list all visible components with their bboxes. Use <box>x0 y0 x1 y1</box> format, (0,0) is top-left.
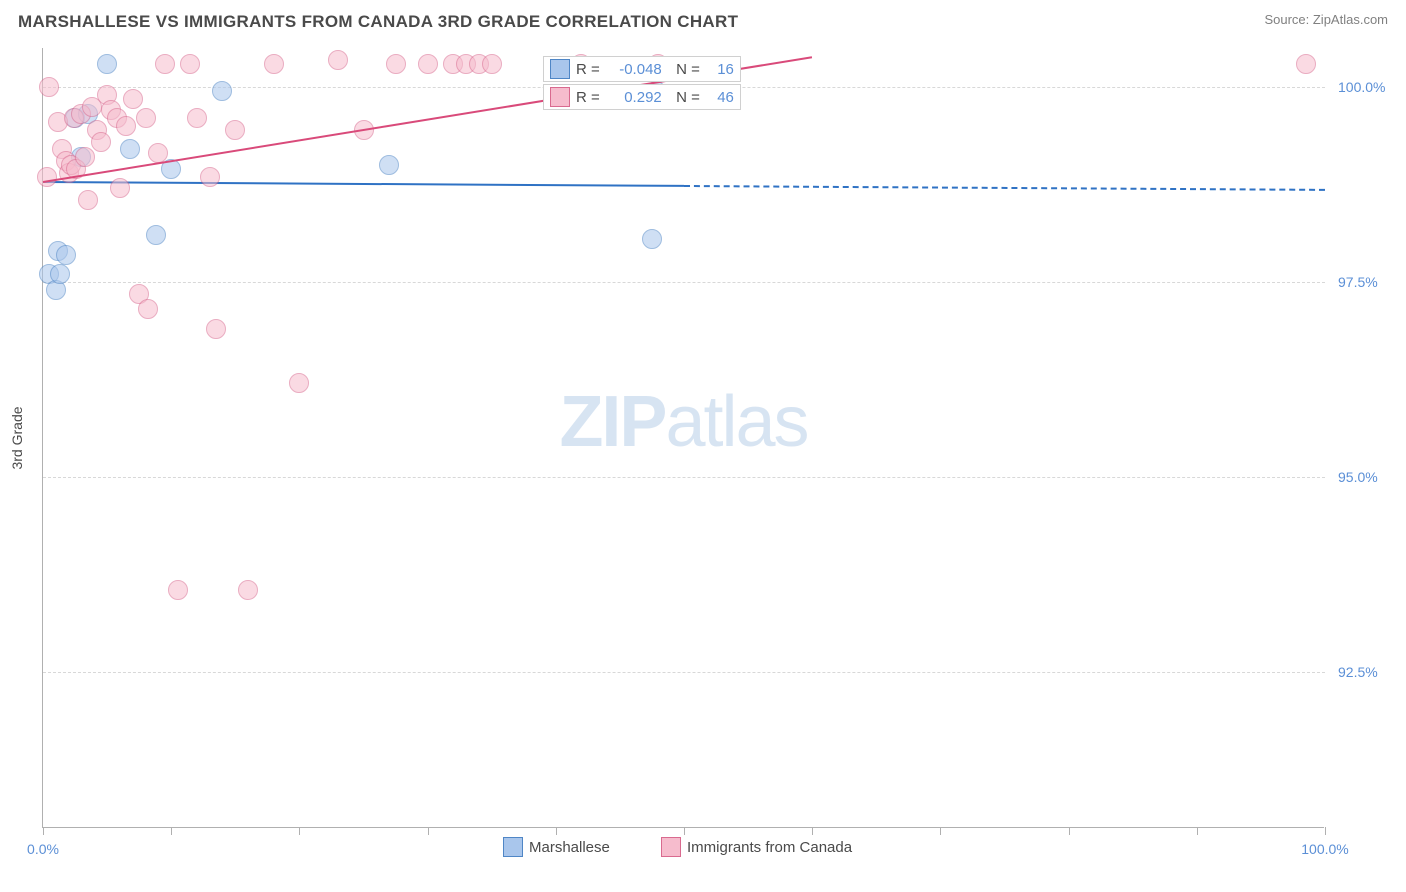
data-point <box>75 147 95 167</box>
legend-swatch <box>503 837 523 857</box>
x-tick <box>1197 827 1198 835</box>
y-tick-label: 100.0% <box>1338 79 1385 95</box>
grid-line <box>43 282 1325 283</box>
legend-n-label: N = <box>668 61 700 78</box>
data-point <box>78 190 98 210</box>
y-tick-label: 95.0% <box>1338 469 1378 485</box>
series-legend-item: Marshallese <box>503 837 610 857</box>
data-point <box>110 178 130 198</box>
chart-container: 3rd Grade ZIPatlas 92.5%95.0%97.5%100.0%… <box>42 48 1387 828</box>
y-tick-label: 92.5% <box>1338 664 1378 680</box>
y-axis-title: 3rd Grade <box>9 406 25 469</box>
x-tick <box>1069 827 1070 835</box>
grid-line <box>43 477 1325 478</box>
x-tick-label: 100.0% <box>1301 841 1348 857</box>
correlation-legend-row: R = 0.292 N = 46 <box>543 84 741 110</box>
correlation-legend-row: R = -0.048 N = 16 <box>543 56 741 82</box>
x-tick-label: 0.0% <box>27 841 59 857</box>
data-point <box>642 229 662 249</box>
data-point <box>155 54 175 74</box>
legend-r-label: R = <box>576 89 600 106</box>
data-point <box>238 580 258 600</box>
data-point <box>200 167 220 187</box>
legend-swatch <box>550 87 570 107</box>
data-point <box>212 81 232 101</box>
data-point <box>1296 54 1316 74</box>
legend-r-label: R = <box>576 61 600 78</box>
data-point <box>123 89 143 109</box>
data-point <box>328 50 348 70</box>
legend-n-value: 16 <box>706 61 734 78</box>
chart-title: MARSHALLESE VS IMMIGRANTS FROM CANADA 3R… <box>18 12 738 32</box>
data-point <box>39 77 59 97</box>
legend-r-value: 0.292 <box>606 89 662 106</box>
legend-r-value: -0.048 <box>606 61 662 78</box>
data-point <box>120 139 140 159</box>
series-label: Marshallese <box>529 839 610 856</box>
x-tick <box>684 827 685 835</box>
data-point <box>289 373 309 393</box>
legend-n-label: N = <box>668 89 700 106</box>
legend-n-value: 46 <box>706 89 734 106</box>
y-tick-label: 97.5% <box>1338 274 1378 290</box>
data-point <box>97 54 117 74</box>
series-legend-item: Immigrants from Canada <box>661 837 852 857</box>
legend-swatch <box>661 837 681 857</box>
data-point <box>225 120 245 140</box>
x-tick <box>1325 827 1326 835</box>
data-point <box>418 54 438 74</box>
x-tick <box>428 827 429 835</box>
plot-area: 3rd Grade ZIPatlas 92.5%95.0%97.5%100.0%… <box>42 48 1324 828</box>
series-label: Immigrants from Canada <box>687 839 852 856</box>
x-tick <box>556 827 557 835</box>
legend-swatch <box>550 59 570 79</box>
data-point <box>168 580 188 600</box>
data-point <box>482 54 502 74</box>
trend-line-extrapolated <box>684 185 1325 191</box>
data-point <box>180 54 200 74</box>
x-tick <box>171 827 172 835</box>
data-point <box>37 167 57 187</box>
source-attribution: Source: ZipAtlas.com <box>1264 12 1388 27</box>
data-point <box>91 132 111 152</box>
watermark: ZIPatlas <box>559 381 807 463</box>
data-point <box>187 108 207 128</box>
data-point <box>264 54 284 74</box>
data-point <box>136 108 156 128</box>
data-point <box>206 319 226 339</box>
data-point <box>116 116 136 136</box>
data-point <box>138 299 158 319</box>
data-point <box>386 54 406 74</box>
x-tick <box>43 827 44 835</box>
grid-line <box>43 672 1325 673</box>
x-tick <box>812 827 813 835</box>
data-point <box>56 245 76 265</box>
data-point <box>50 264 70 284</box>
x-tick <box>940 827 941 835</box>
x-tick <box>299 827 300 835</box>
trend-line <box>43 181 684 187</box>
data-point <box>146 225 166 245</box>
data-point <box>379 155 399 175</box>
